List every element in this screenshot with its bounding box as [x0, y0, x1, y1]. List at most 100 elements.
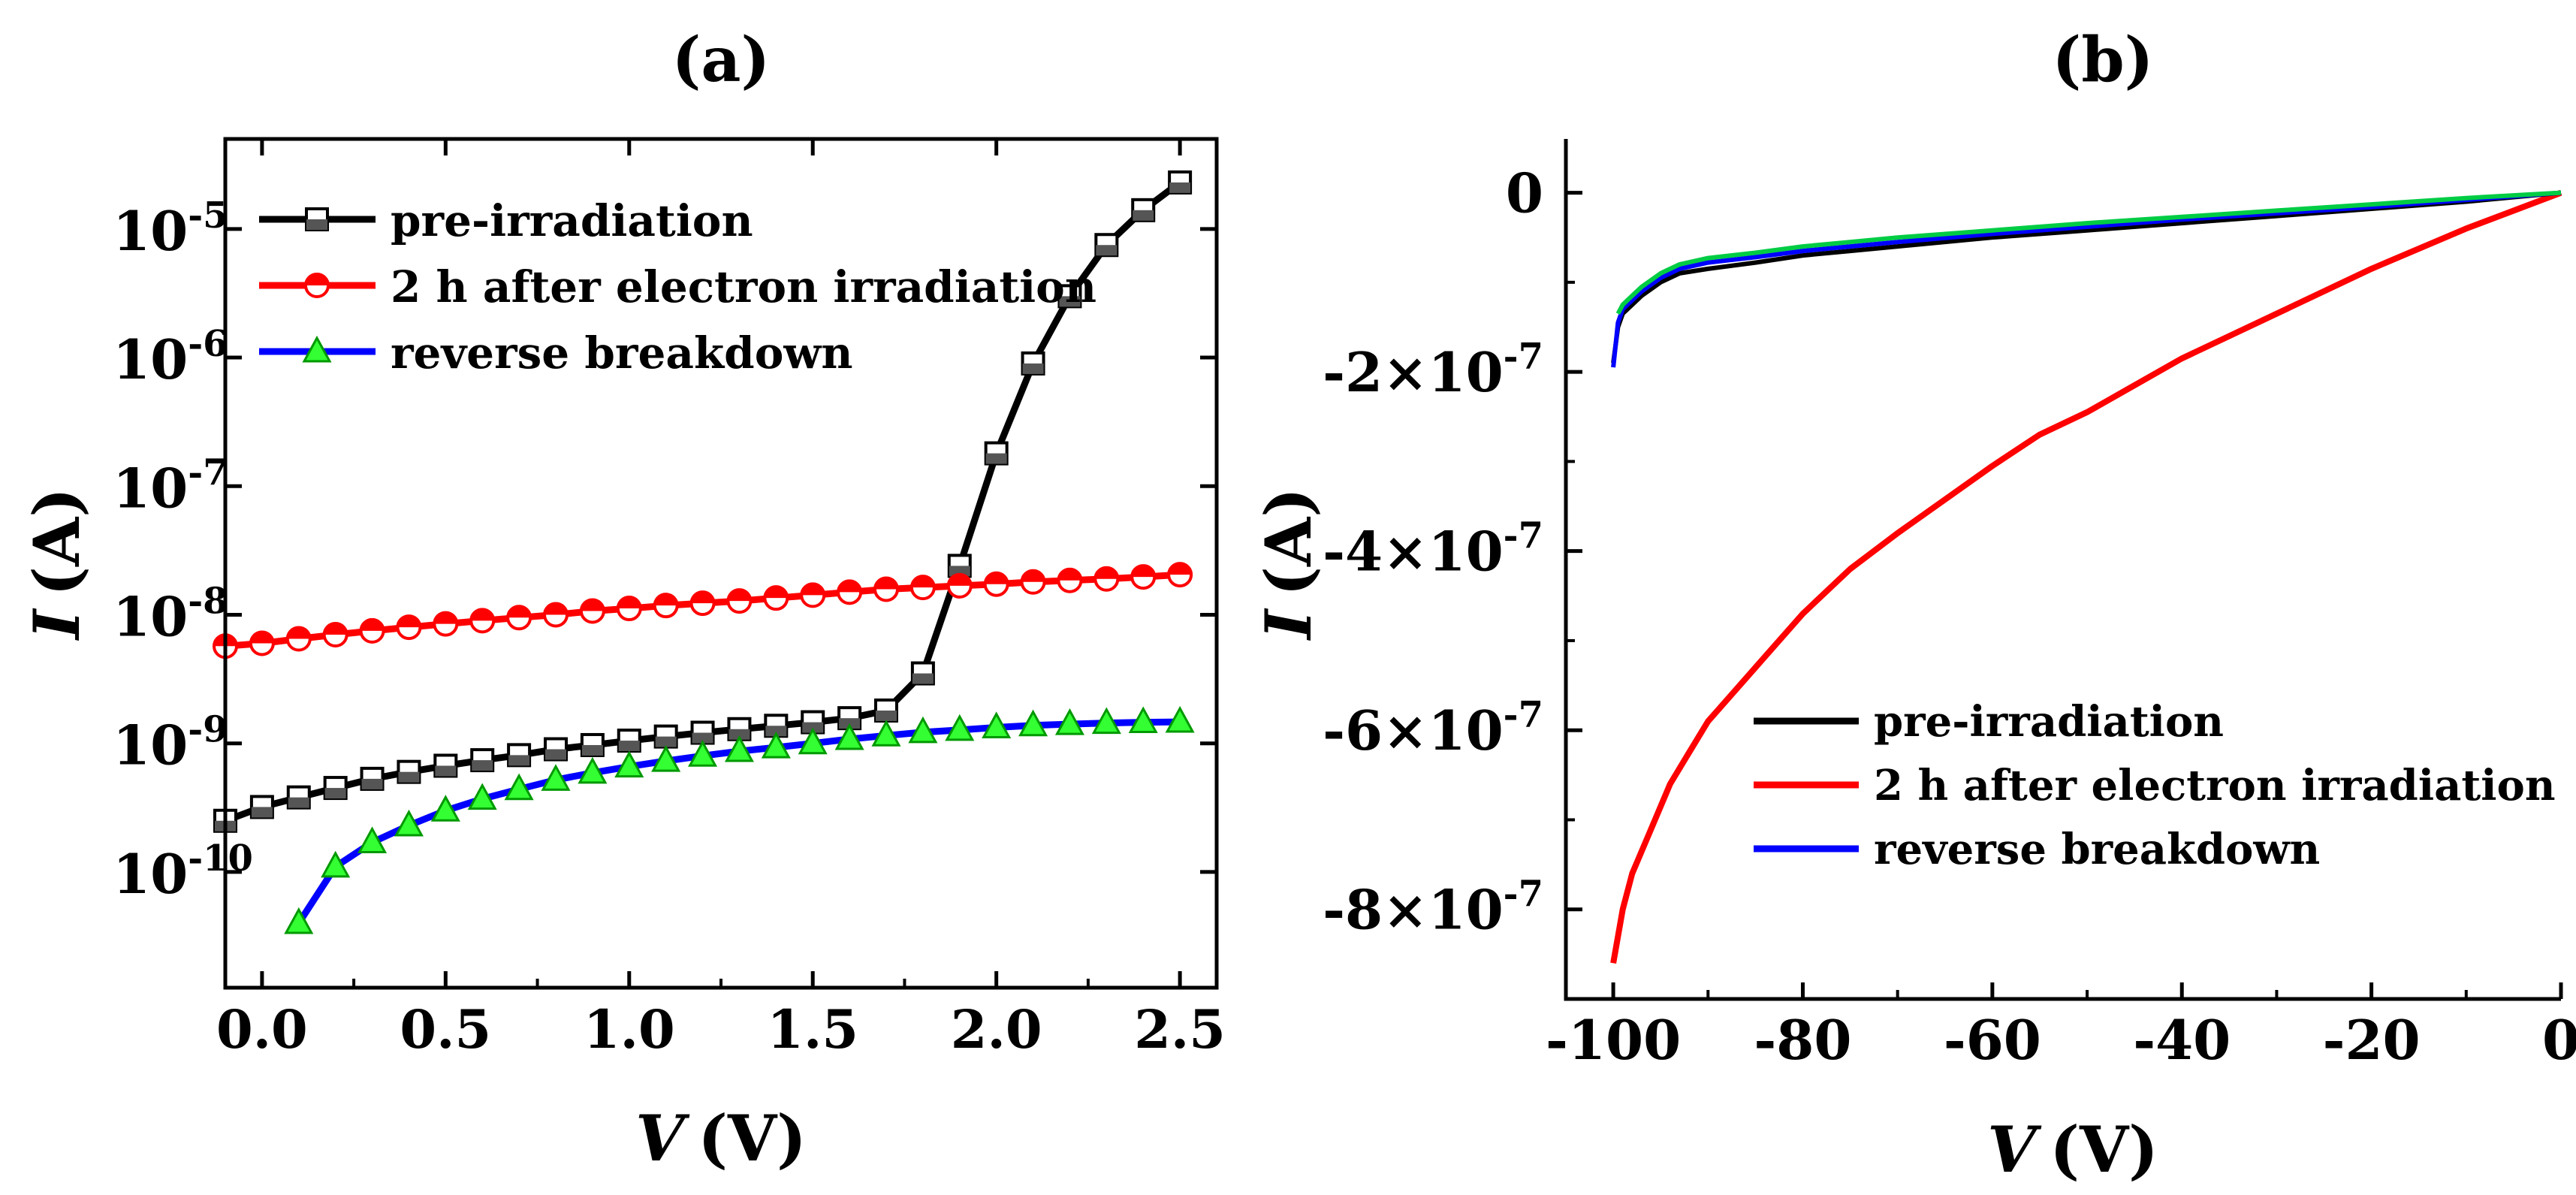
- panel-a-data-point-fill: [654, 594, 677, 606]
- panel-a-data-point-fill: [912, 673, 934, 684]
- panel-a-data-point-fill: [581, 744, 603, 756]
- panel-a-data-point-fill: [360, 619, 384, 631]
- panel-a-data-point: [430, 795, 460, 822]
- panel-a-data-point: [1091, 707, 1121, 735]
- panel-b-x-tick-label: -40: [2133, 1008, 2231, 1072]
- panel-a-data-point-fill: [655, 736, 677, 747]
- panel-a-data-point-fill: [875, 578, 897, 590]
- panel-a-data-point-fill: [1169, 563, 1192, 575]
- panel-a-y-tick-base: 10: [113, 456, 188, 520]
- panel-a-data-point: [761, 731, 791, 759]
- panel-a-y-tick-exponent: -8: [188, 580, 228, 622]
- panel-b-y-tick-label: -4×10-7: [1323, 515, 1543, 584]
- panel-a-data-point: [945, 714, 975, 741]
- panel-a-data-point: [321, 850, 351, 878]
- panel-a-data-point-fill: [1059, 296, 1081, 307]
- panel-a-x-axis-var: V: [635, 1101, 690, 1175]
- panel-a-x-tick-label: 2.0: [951, 998, 1042, 1061]
- panel-b-y-axis-unit: (A): [1251, 487, 1326, 596]
- panel-b-x-axis-title: V (V): [1987, 1112, 2158, 1187]
- panel-b-legend-label: reverse breakdown: [1874, 825, 2320, 874]
- panel-a-x-tick-label: 1.0: [584, 998, 675, 1061]
- panel-a-label: (a): [672, 24, 771, 96]
- panel-b-x-tick-label: 0: [2542, 1008, 2576, 1072]
- panel-b-y-tick-base: -2×10: [1323, 340, 1504, 404]
- panel-a-y-tick-label: 10-8: [113, 580, 228, 648]
- panel-a-y-tick-exponent: -7: [188, 451, 228, 493]
- panel-a-legend: pre-irradiation 2 h after electron irradi…: [259, 195, 1096, 379]
- panel-a-data-point: [871, 720, 901, 747]
- panel-b-y-tick-exponent: -7: [1504, 694, 1543, 736]
- panel-a-data-point-fill: [306, 219, 327, 230]
- panel-b-series-line: [1610, 189, 2562, 964]
- panel-a-data-point-fill: [838, 581, 861, 593]
- panel-b-y-axis-title: I (A): [1251, 487, 1326, 641]
- panel-a-y-axis-title: I (A): [20, 487, 94, 641]
- panel-a-data-point-fill: [802, 722, 824, 733]
- panel-b-x-tick-label: -20: [2323, 1008, 2421, 1072]
- panel-a-data-point-fill: [876, 710, 897, 721]
- panel-a-data-point: [688, 740, 718, 767]
- panel-b-y-tick-base: -6×10: [1323, 699, 1504, 762]
- panel-a-data-point-fill: [618, 741, 640, 752]
- panel-a-data-point-fill: [287, 627, 310, 639]
- panel-a-data-point-fill: [250, 632, 273, 644]
- panel-a-y-tick-exponent: -10: [188, 837, 253, 880]
- panel-b-legend-label: pre-irradiation: [1874, 697, 2224, 747]
- panel-a-data-point-fill: [508, 755, 530, 766]
- panel-b-x-tick-label: -80: [1754, 1008, 1851, 1072]
- panel-b-y-tick-label: 0: [1506, 161, 1543, 225]
- panel-a-data-point-fill: [911, 576, 934, 588]
- panel-a-data-point-fill: [324, 623, 347, 635]
- panel-a-y-tick-label: 10-6: [113, 323, 228, 391]
- panel-b-legend: pre-irradiation 2 h after electron irradi…: [1754, 697, 2556, 874]
- panel-a-y-tick-base: 10: [113, 327, 188, 391]
- panel-b-y-tick-exponent: -7: [1504, 874, 1543, 916]
- panel-b-y-tick-exponent: -7: [1504, 515, 1543, 557]
- panel-a-data-point: [1054, 708, 1084, 735]
- panel-b-y-tick-base: -4×10: [1323, 520, 1504, 584]
- panel-a-data-point: [394, 809, 424, 837]
- panel-a-x-axis-title: V (V): [635, 1101, 807, 1175]
- panel-a-data-point-fill: [472, 760, 493, 771]
- panel-a-data-point: [1165, 705, 1195, 733]
- panel-a-data-point-fill: [728, 590, 751, 602]
- panel-a-data-point: [357, 826, 388, 853]
- panel-a-data-point-fill: [617, 597, 641, 609]
- panel-a-y-tick-label: 10-10: [113, 837, 253, 906]
- panel-a-y-tick-label: 10-9: [113, 709, 228, 777]
- panel-a-data-point-fill: [471, 609, 494, 621]
- panel-a: (a) 0.0 0.5 1.0 1.5 2.0 2.510-1010-910-810-71…: [20, 24, 1226, 1175]
- panel-b-x-axis-var: V: [1987, 1112, 2042, 1187]
- panel-a-data-point-fill: [544, 603, 567, 615]
- panel-a-data-point-fill: [251, 807, 273, 818]
- panel-a-data-point-fill: [985, 453, 1007, 464]
- panel-b-y-tick-base: 0: [1506, 161, 1543, 225]
- panel-a-x-tick-label: 2.5: [1134, 998, 1226, 1061]
- panel-a-data-point-fill: [1021, 570, 1045, 582]
- panel-a-data-point: [1018, 709, 1048, 737]
- panel-a-data-point-fill: [1132, 566, 1155, 578]
- panel-a-y-tick-base: 10: [113, 714, 188, 777]
- panel-a-data-point: [302, 335, 332, 363]
- panel-a-y-tick-exponent: -6: [188, 323, 228, 365]
- panel-b-series-layer: [1610, 189, 2562, 964]
- panel-a-data-point-fill: [397, 616, 421, 628]
- panel-a-data-point-fill: [1169, 182, 1191, 193]
- panel-a-legend-label: 2 h after electron irradiation: [391, 261, 1096, 312]
- panel-a-axes: 0.0 0.5 1.0 1.5 2.0 2.510-1010-910-810-710-61…: [113, 139, 1226, 1061]
- panel-b-x-axis-unit: (V): [2050, 1112, 2158, 1187]
- panel-a-data-point-fill: [508, 606, 531, 618]
- panel-a-y-tick-base: 10: [113, 584, 188, 648]
- panel-a-data-point: [284, 907, 314, 934]
- panel-b-y-tick-label: -8×10-7: [1323, 874, 1543, 942]
- panel-a-data-point: [467, 783, 497, 810]
- panel-a-data-point-fill: [801, 584, 825, 596]
- panel-a-legend-label: pre-irradiation: [391, 195, 753, 246]
- panel-a-data-point-fill: [434, 612, 457, 624]
- panel-a-y-axis-unit: (A): [20, 487, 94, 596]
- panel-b-series-line: [1611, 190, 2562, 364]
- panel-a-y-tick-base: 10: [113, 199, 188, 263]
- panel-a-y-tick-label: 10-7: [113, 451, 228, 520]
